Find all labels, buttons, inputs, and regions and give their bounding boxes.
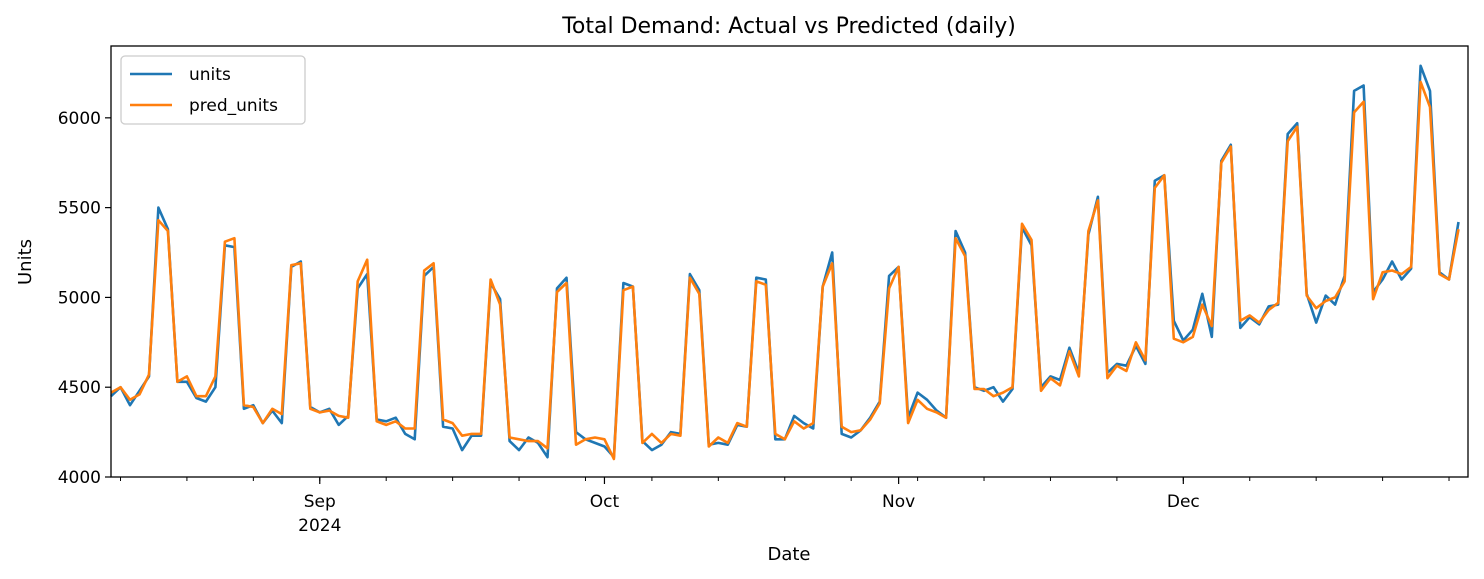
x-tick-label: Oct	[590, 492, 620, 512]
series-line-units	[110, 64, 1460, 459]
y-tick-label: 4000	[58, 468, 101, 488]
x-tick-label: Nov	[882, 492, 915, 512]
y-axis: 4000 4500 5000 5500 6000	[58, 109, 111, 488]
plot-frame	[110, 45, 1469, 478]
y-tick-label: 5500	[58, 199, 101, 219]
y-tick-label: 6000	[58, 109, 101, 129]
y-axis-label: Units	[15, 239, 36, 285]
y-tick-label: 4500	[58, 378, 101, 398]
chart-title: Total Demand: Actual vs Predicted (daily…	[561, 14, 1016, 39]
x-axis-label: Date	[767, 544, 810, 565]
x-tick-label: Sep	[304, 492, 336, 512]
legend-label-units: units	[189, 65, 231, 85]
y-tick-label: 5000	[58, 288, 101, 308]
series-line-pred_units	[110, 80, 1460, 461]
x-tick-label: Dec	[1167, 492, 1200, 512]
legend-label-pred_units: pred_units	[189, 96, 278, 116]
x-axis: Sep 2024 Oct Nov Dec	[119, 477, 1450, 536]
x-tick-sublabel: 2024	[298, 516, 341, 536]
plot-lines	[110, 64, 1460, 461]
legend: units pred_units	[120, 55, 306, 125]
